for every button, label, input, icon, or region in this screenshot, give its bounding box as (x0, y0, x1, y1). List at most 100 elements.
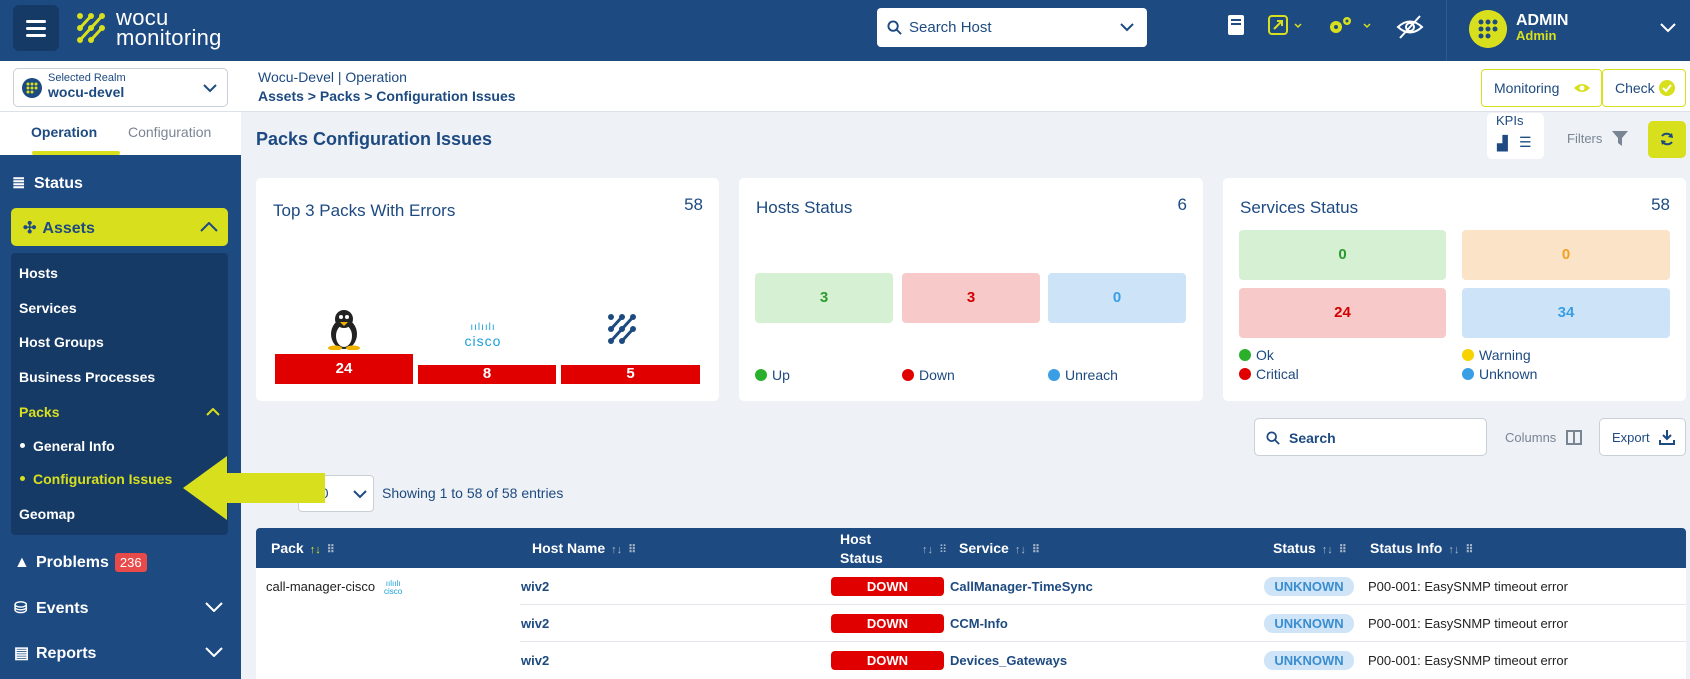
pack-error-bar[interactable]: 24 (275, 354, 413, 384)
brand-line2: monitoring (116, 25, 222, 50)
wocu-pack-icon[interactable] (604, 311, 640, 347)
sidebar-item-assets[interactable]: ✣ Assets (11, 208, 228, 246)
col-status-info[interactable]: Status Info ↑↓ ⠿ (1370, 540, 1473, 556)
legend-label: Down (919, 367, 955, 383)
sidebar-item-business-processes[interactable]: Business Processes (19, 369, 156, 385)
sub-header (0, 61, 1690, 112)
breadcrumb[interactable]: Assets > Packs > Configuration Issues (258, 88, 516, 104)
sidebar-item-host-groups[interactable]: Host Groups (19, 334, 104, 350)
sidebar-item-packs[interactable]: Packs (19, 404, 60, 420)
sidebar-item-configuration-issues[interactable]: Configuration Issues (33, 471, 173, 487)
sort-icon[interactable]: ↑↓ (1014, 544, 1026, 556)
user-name[interactable]: ADMIN (1516, 12, 1569, 29)
problems-count-badge: 236 (114, 553, 147, 572)
service-link[interactable]: Devices_Gateways (950, 653, 1068, 668)
hosts-down-count[interactable]: 3 (902, 273, 1040, 323)
filters-button[interactable]: Filters (1567, 131, 1629, 146)
sort-icon[interactable]: ↑↓ (1321, 544, 1333, 556)
database-icon: ⛁ (14, 600, 28, 617)
realm-value: wocu-devel (48, 84, 125, 100)
search-host-placeholder: Search Host (909, 19, 992, 36)
realm-selector[interactable]: Selected Realm wocu-devel (13, 68, 228, 107)
service-link[interactable]: CCM-Info (950, 616, 1008, 631)
columns-button[interactable]: Columns (1505, 430, 1582, 445)
services-warning-count[interactable]: 0 (1462, 230, 1670, 280)
legend-ok: Ok (1239, 347, 1274, 363)
cisco-logo-text: cisco (464, 333, 502, 349)
drag-handle-icon[interactable]: ⠿ (1465, 544, 1474, 556)
card-title: Services Status (1240, 198, 1359, 217)
sidebar-item-problems[interactable]: ▲ Problems 236 (14, 553, 147, 572)
check-button[interactable]: Check (1602, 69, 1686, 107)
hosts-status-card: Hosts Status 6 3 3 0 Up Down Unreach (739, 178, 1203, 401)
host-name-link[interactable]: wiv2 (521, 579, 550, 594)
sidebar-item-events[interactable]: ⛁ Events (14, 598, 88, 618)
service-link[interactable]: CallManager-TimeSync (950, 579, 1093, 594)
pack-name: call-manager-cisco (266, 579, 376, 594)
sidebar-item-general-info[interactable]: General Info (33, 438, 115, 454)
cisco-logo[interactable]: ıılıılı cisco (458, 323, 508, 350)
sort-icon[interactable]: ↑↓ (922, 544, 933, 556)
hosts-unreach-count[interactable]: 0 (1048, 273, 1186, 323)
sidebar-item-geomap[interactable]: Geomap (19, 506, 76, 522)
eye-off-icon[interactable] (1396, 14, 1424, 40)
drag-handle-icon[interactable]: ⠿ (326, 544, 335, 556)
legend-unreach: Unreach (1048, 367, 1118, 383)
drag-handle-icon[interactable]: ⠿ (939, 544, 948, 556)
sort-icon[interactable]: ↑↓ (611, 544, 623, 556)
drag-handle-icon[interactable]: ⠿ (1338, 544, 1347, 556)
host-name-link[interactable]: wiv2 (521, 616, 550, 631)
sidebar-item-hosts[interactable]: Hosts (19, 265, 58, 281)
hosts-up-count[interactable]: 3 (755, 273, 893, 323)
status-badge: UNKNOWN (1264, 577, 1354, 596)
sort-icon[interactable]: ↑↓ (1448, 544, 1460, 556)
host-name-link[interactable]: wiv2 (521, 653, 550, 668)
col-host-status[interactable]: Host Status (840, 531, 883, 566)
services-critical-count[interactable]: 24 (1239, 288, 1446, 338)
monitoring-label: Monitoring (1494, 80, 1560, 96)
monitoring-button[interactable]: Monitoring (1481, 69, 1602, 107)
table-search-input[interactable]: Search (1254, 418, 1487, 456)
pack-error-bar[interactable]: 5 (561, 365, 700, 384)
drag-handle-icon[interactable]: ⠿ (1031, 544, 1040, 556)
col-host-status-tools[interactable]: ↑↓ ⠿ (916, 540, 947, 556)
book-icon[interactable] (1227, 14, 1245, 36)
tab-operation[interactable]: Operation (31, 124, 98, 140)
top-bar: wocu monitoring Search Host ADMIN Admin (0, 0, 1690, 61)
filter-icon (1612, 131, 1629, 146)
col-host-name[interactable]: Host Name ↑↓ ⠿ (532, 540, 636, 556)
services-ok-count[interactable]: 0 (1239, 230, 1446, 280)
linux-tux-icon[interactable] (326, 308, 362, 350)
col-pack[interactable]: Pack ↑↓ ⠿ (271, 540, 335, 556)
user-menu-chevron-icon[interactable] (1660, 23, 1676, 33)
kpis-toggle[interactable]: KPIs ▟ ☰ (1487, 113, 1544, 159)
search-host-input[interactable]: Search Host (877, 8, 1147, 47)
drag-handle-icon[interactable]: ⠿ (628, 544, 637, 556)
legend-label: Ok (1256, 347, 1274, 363)
pack-error-bar[interactable]: 8 (418, 365, 556, 384)
chart-icon: ▟ (1497, 135, 1508, 151)
brand-line1: wocu (116, 5, 169, 30)
services-unknown-count[interactable]: 34 (1462, 288, 1670, 338)
sidebar-item-services[interactable]: Services (19, 300, 77, 316)
hamburger-menu-button[interactable] (13, 5, 59, 51)
card-count: 58 (1651, 195, 1670, 214)
sidebar-item-reports[interactable]: ▤ Reports (14, 643, 96, 663)
export-button[interactable]: Export (1599, 418, 1686, 456)
col-status[interactable]: Status ↑↓ ⠿ (1273, 540, 1347, 556)
refresh-button[interactable] (1648, 121, 1686, 158)
realm-label: Selected Realm (48, 72, 126, 84)
gears-icon[interactable] (1327, 14, 1373, 36)
legend-label: Unreach (1065, 367, 1118, 383)
sort-icon[interactable]: ↑↓ (309, 544, 321, 556)
avatar[interactable] (1469, 10, 1507, 48)
column-label: Status (1273, 540, 1316, 556)
search-icon (887, 20, 902, 35)
external-link-icon[interactable] (1268, 14, 1304, 36)
legend-critical: Critical (1239, 366, 1299, 382)
tab-configuration[interactable]: Configuration (128, 124, 212, 140)
status-info: P00-001: EasySNMP timeout error (1368, 653, 1568, 668)
chevron-down-icon (353, 490, 367, 499)
col-service[interactable]: Service ↑↓ ⠿ (959, 540, 1040, 556)
sidebar-item-status[interactable]: ≣ Status (12, 173, 83, 193)
